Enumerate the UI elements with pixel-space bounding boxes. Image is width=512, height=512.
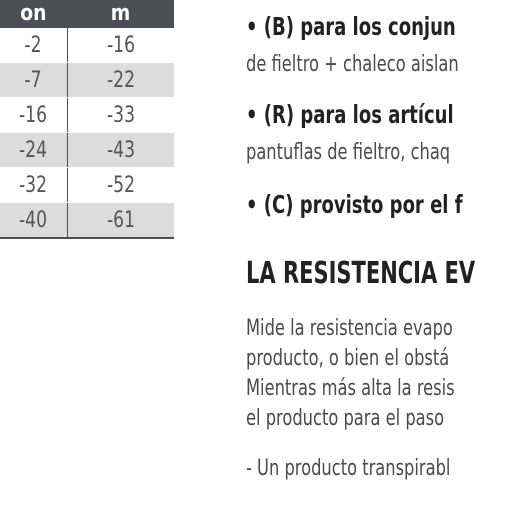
paragraph-line: Mientras más alta la resis	[246, 376, 455, 401]
paragraph-line: Mide la resistencia evapo	[246, 316, 453, 341]
bullet-r-body: pantuflas de fieltro, chaq	[246, 140, 451, 165]
section-heading: LA RESISTENCIA EV	[246, 256, 476, 291]
table-cell: -16	[67, 28, 174, 63]
paragraph-line: el producto para el paso	[246, 406, 445, 431]
table-cell: -33	[67, 97, 174, 133]
table-row: -24 -43	[0, 132, 174, 168]
table-row: -32 -52	[0, 167, 174, 203]
table-cell: -24	[0, 132, 68, 168]
table-cell: -40	[0, 202, 68, 239]
table-header-row: on m	[0, 0, 174, 28]
temperature-table: on m -2 -16 -7 -22 -16 -33 -24 -43 -32 -…	[0, 0, 174, 239]
table-cell: -7	[0, 62, 68, 98]
table-row: -40 -61	[0, 202, 174, 239]
table-cell: -52	[67, 167, 174, 203]
paragraph-line: producto, o bien el obstá	[246, 346, 450, 371]
bullet-b-body: de fieltro + chaleco aislan	[246, 52, 459, 77]
table-cell: -16	[0, 97, 68, 133]
table-header-cell: on	[0, 0, 68, 28]
table-cell: -32	[0, 167, 68, 203]
table-row: -7 -22	[0, 62, 174, 98]
table-cell: -2	[0, 28, 68, 63]
table-header-cell: m	[67, 0, 174, 28]
table-row: -16 -33	[0, 97, 174, 133]
table-row: -2 -16	[0, 28, 174, 63]
bullet-b-title: • (B) para los conjun	[246, 12, 456, 41]
table-cell: -22	[67, 62, 174, 98]
bullet-r-title: • (R) para los artícul	[246, 100, 454, 129]
table-cell: -43	[67, 132, 174, 168]
bullet-c-title: • (C) provisto por el f	[246, 190, 463, 219]
table-cell: -61	[67, 202, 174, 239]
paragraph-line: - Un producto transpirabl	[246, 456, 451, 481]
